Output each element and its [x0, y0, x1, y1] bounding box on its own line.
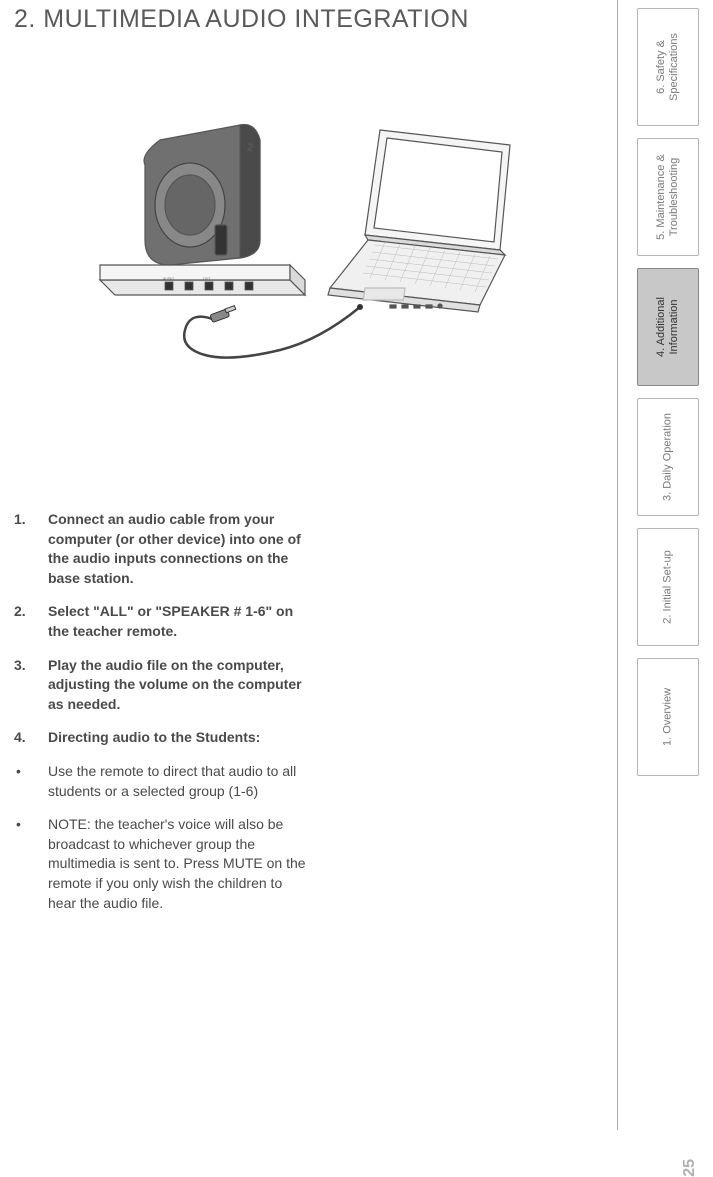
- tab-maintenance[interactable]: 5. Maintenance &Troubleshooting: [637, 138, 699, 256]
- instruction-step: 2. Select "ALL" or "SPEAKER # 1-6" on th…: [14, 602, 314, 641]
- bullet-text: NOTE: the teacher's voice will also be b…: [48, 815, 314, 913]
- step-number: 4.: [14, 728, 48, 748]
- step-number: 1.: [14, 510, 48, 588]
- page-title: 2. MULTIMEDIA AUDIO INTEGRATION: [14, 5, 469, 34]
- bullet-text: Use the remote to direct that audio to a…: [48, 762, 314, 801]
- instruction-bullet: • Use the remote to direct that audio to…: [14, 762, 314, 801]
- tab-label: 1. Overview: [661, 688, 674, 746]
- instruction-step: 4. Directing audio to the Students:: [14, 728, 314, 748]
- instruction-bullet: • NOTE: the teacher's voice will also be…: [14, 815, 314, 913]
- svg-text:AUDIO: AUDIO: [163, 277, 174, 281]
- step-number: 3.: [14, 656, 48, 715]
- page-number: 25: [681, 1159, 699, 1177]
- svg-text:OUT: OUT: [203, 277, 211, 281]
- tab-label: 4. AdditionalInformation: [655, 297, 681, 357]
- instruction-list: 1. Connect an audio cable from your comp…: [14, 510, 314, 927]
- section-tabs: 6. Safety &Specifications 5. Maintenance…: [637, 8, 699, 788]
- step-number: 2.: [14, 602, 48, 641]
- tab-additional[interactable]: 4. AdditionalInformation: [637, 268, 699, 386]
- step-text: Select "ALL" or "SPEAKER # 1-6" on the t…: [48, 602, 314, 641]
- tab-label: 5. Maintenance &Troubleshooting: [655, 154, 681, 240]
- tab-daily[interactable]: 3. Daily Operation: [637, 398, 699, 516]
- step-text: Directing audio to the Students:: [48, 728, 314, 748]
- tab-overview[interactable]: 1. Overview: [637, 658, 699, 776]
- step-text: Play the audio file on the computer, adj…: [48, 656, 314, 715]
- tab-label: 2. Initial Set-up: [661, 550, 674, 623]
- tab-label: 6. Safety &Specifications: [655, 33, 681, 101]
- tab-setup[interactable]: 2. Initial Set-up: [637, 528, 699, 646]
- step-text: Connect an audio cable from your compute…: [48, 510, 314, 588]
- device-illustration: 2 AUDIO OUT: [90, 110, 530, 370]
- bullet-mark: •: [14, 762, 48, 801]
- tab-safety[interactable]: 6. Safety &Specifications: [637, 8, 699, 126]
- audio-integration-diagram: 2 AUDIO OUT: [90, 110, 530, 370]
- bullet-mark: •: [14, 815, 48, 913]
- tab-label: 3. Daily Operation: [661, 413, 674, 501]
- vertical-divider: [617, 0, 618, 1130]
- instruction-step: 1. Connect an audio cable from your comp…: [14, 510, 314, 588]
- instruction-step: 3. Play the audio file on the computer, …: [14, 656, 314, 715]
